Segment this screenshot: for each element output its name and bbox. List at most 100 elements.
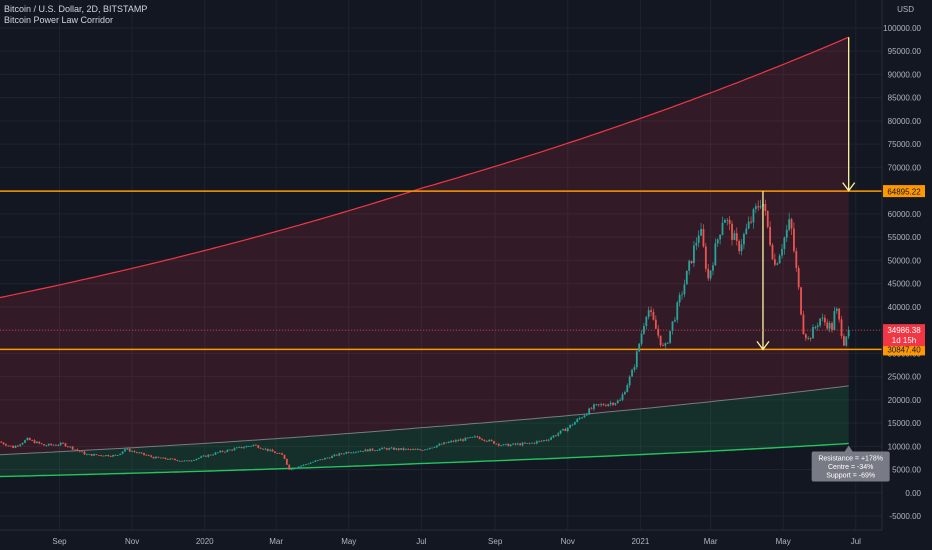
candle-body [224,451,226,453]
candle-body [424,449,426,451]
price-axis[interactable]: USD -5000.00 0.00 5000.00 10000.00 15000.00 20… [881,0,932,550]
candle-body [524,442,526,444]
candle-body [488,439,491,442]
candle-body [97,454,100,456]
arrow-head [842,182,856,192]
candle-body [552,435,555,438]
candle-body [623,392,626,395]
candle-body [678,295,681,303]
candle-body [790,219,793,229]
candle-body [716,239,719,244]
candle-body [743,234,745,245]
x-tick-label: May [341,537,356,546]
candle-body [650,310,652,313]
level-price-tag-label: 64895.22 [887,187,921,196]
candle-body [305,464,307,465]
candle-body [666,342,669,344]
candle-body [571,424,574,426]
candle-body [764,204,767,211]
candle-body [440,443,443,445]
candle-body [788,219,791,230]
annotation-box [811,451,890,482]
candle-body [24,440,26,443]
candle-body [366,449,369,452]
candle-body [197,457,200,459]
candle-body [502,444,505,446]
candle-body [773,259,776,265]
horizontal-levels[interactable] [0,190,882,351]
candle-body [781,248,783,256]
candle-body [116,454,119,456]
candle-body [109,456,112,457]
candle-body [688,260,691,271]
candle-body [447,441,450,444]
candle-body [569,424,572,428]
candle-body [700,229,702,236]
candle-body [331,455,333,458]
candle-body [166,459,169,460]
candle-body [14,445,17,448]
candle-body [31,440,34,441]
candle-body [643,325,645,334]
candle-body [752,209,755,223]
candle-body [240,446,243,449]
candle-body [38,441,41,444]
candle-body [809,337,812,339]
candle-body [519,443,522,446]
candle-body [340,453,343,455]
candle-body [147,455,150,457]
candle-body [431,447,433,449]
candle-body [471,436,474,438]
candle-body [159,457,162,459]
candle-body [262,448,264,450]
candle-body [676,302,679,320]
candle-body [66,446,69,448]
candle-body [800,287,802,315]
candle-body [397,448,400,450]
candle-body [64,443,67,447]
candle-body [47,443,50,446]
candle-body [390,447,393,449]
candle-body [33,440,36,444]
candle-body [512,443,514,445]
y-tick-label: 80000.00 [888,117,922,126]
candle-body [288,464,291,470]
candle-body [597,404,600,406]
level-price-tag-label: 30847.40 [887,346,921,355]
candle-body [793,228,795,252]
y-tick-label: 90000.00 [888,70,922,79]
candle-body [600,404,602,406]
candle-body [476,436,479,438]
candle-body [276,453,279,454]
candle-body [402,448,405,450]
candle-body [807,337,810,339]
candle-body [833,311,836,331]
candle-body [631,369,633,377]
candle-body [607,404,610,407]
candle-body [547,439,550,441]
candle-body [250,445,253,447]
candle-body [57,444,60,446]
candle-body [469,437,472,438]
candle-body [528,442,531,444]
candle-body [183,460,186,462]
candle-body [609,402,612,405]
candle-body [733,233,736,240]
candle-body [312,461,314,463]
candle-body [540,440,543,442]
candle-body [350,452,353,454]
x-tick-label: Sep [488,537,503,546]
level-price-tag [883,343,925,356]
candle-body [838,308,841,320]
candle-body [174,458,176,461]
time-axis[interactable]: Sep Nov 2020 Mar May Jul Sep Nov 2021 Mar May Jul [0,529,932,550]
candle-body [574,422,576,425]
currency-label: USD [897,5,914,14]
candle-body [12,445,14,448]
candle-body [457,440,460,441]
x-tick-label: Sep [52,537,67,546]
candle-body [71,446,74,450]
candle-body [181,460,184,462]
candle-body [216,452,219,454]
